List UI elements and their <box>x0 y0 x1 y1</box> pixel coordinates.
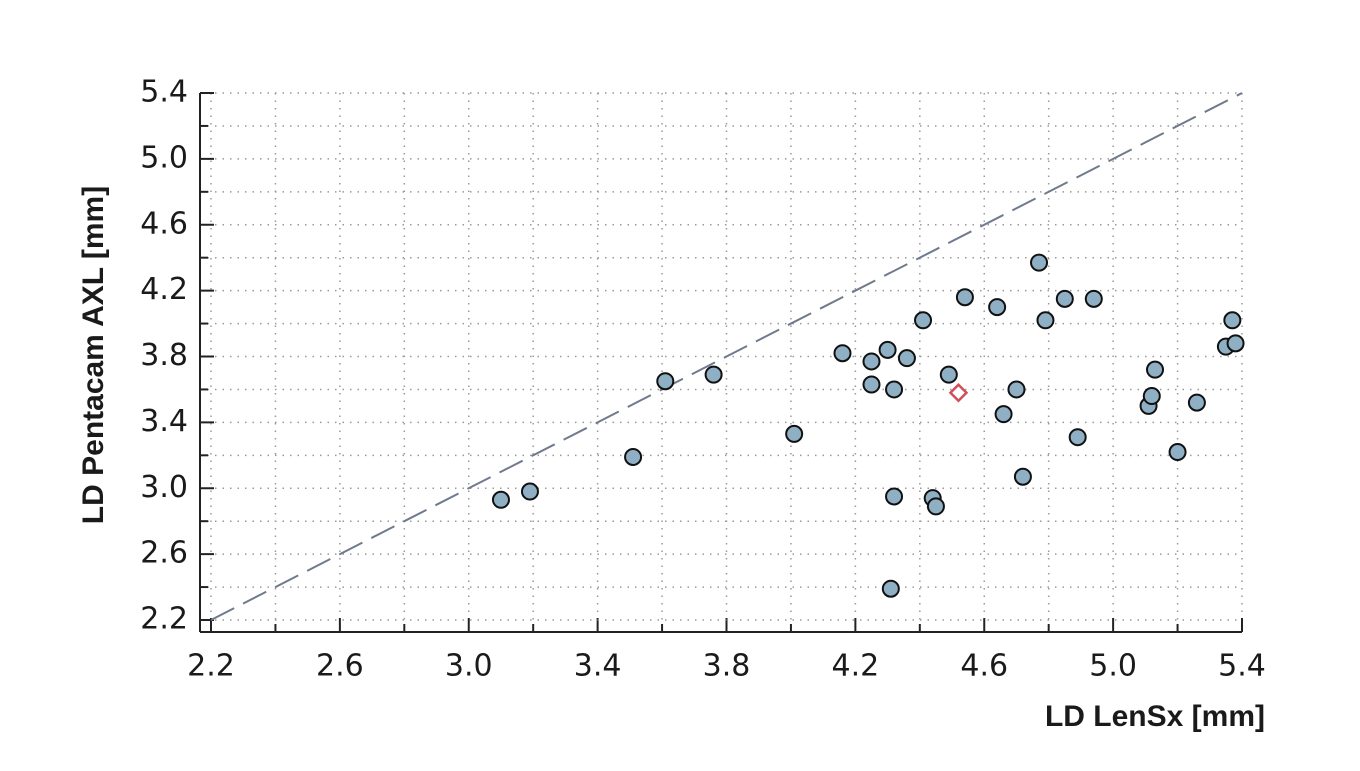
data-point <box>885 380 904 399</box>
data-point <box>704 365 723 384</box>
x-tick-label: 2.6 <box>316 649 364 684</box>
x-tick-label: 5.0 <box>1089 649 1137 684</box>
x-tick-label: 4.6 <box>960 649 1008 684</box>
data-point <box>988 298 1007 317</box>
x-tick-label: 3.4 <box>574 649 622 684</box>
y-tick-label: 2.2 <box>140 602 188 637</box>
y-axis-title: LD Pentacam AXL [mm] <box>77 186 110 524</box>
data-point <box>1146 360 1165 379</box>
data-point <box>955 288 974 307</box>
data-point <box>948 382 969 403</box>
x-tick-label: 2.2 <box>187 649 235 684</box>
data-point <box>897 349 916 368</box>
data-point <box>1223 311 1242 330</box>
data-point <box>1013 467 1032 486</box>
y-tick-label: 5.0 <box>140 140 188 175</box>
data-point <box>994 405 1013 424</box>
data-point <box>656 372 675 391</box>
y-tick-label: 2.6 <box>140 536 188 571</box>
data-point <box>520 482 539 501</box>
data-point <box>1007 380 1026 399</box>
data-point <box>1030 253 1049 272</box>
y-tick-label: 5.4 <box>140 75 188 110</box>
y-tick-label: 3.4 <box>140 404 188 439</box>
data-point <box>881 579 900 598</box>
data-point <box>1055 289 1074 308</box>
data-point <box>833 344 852 363</box>
x-tick-label: 3.0 <box>445 649 493 684</box>
data-point <box>1226 334 1245 353</box>
data-point <box>491 490 510 509</box>
identity-line <box>210 92 1243 621</box>
data-point <box>878 340 897 359</box>
data-point <box>785 424 804 443</box>
data-point <box>1187 393 1206 412</box>
x-tick-label: 3.8 <box>703 649 751 684</box>
data-point <box>926 497 945 516</box>
x-tick-label: 4.2 <box>832 649 880 684</box>
data-point <box>1036 311 1055 330</box>
data-point <box>862 375 881 394</box>
data-point <box>1168 443 1187 462</box>
data-point <box>1142 387 1161 406</box>
data-point <box>862 352 881 371</box>
y-tick-label: 4.2 <box>140 272 188 307</box>
y-tick-label: 3.0 <box>140 470 188 505</box>
y-tick-label: 4.6 <box>140 206 188 241</box>
data-point <box>1084 289 1103 308</box>
y-tick-label: 3.8 <box>140 338 188 373</box>
data-point <box>939 365 958 384</box>
data-point <box>914 311 933 330</box>
data-point <box>624 447 643 466</box>
data-point <box>1068 428 1087 447</box>
x-tick-label: 5.4 <box>1218 649 1266 684</box>
data-point <box>885 487 904 506</box>
x-axis-title: LD LenSx [mm] <box>1045 700 1265 733</box>
